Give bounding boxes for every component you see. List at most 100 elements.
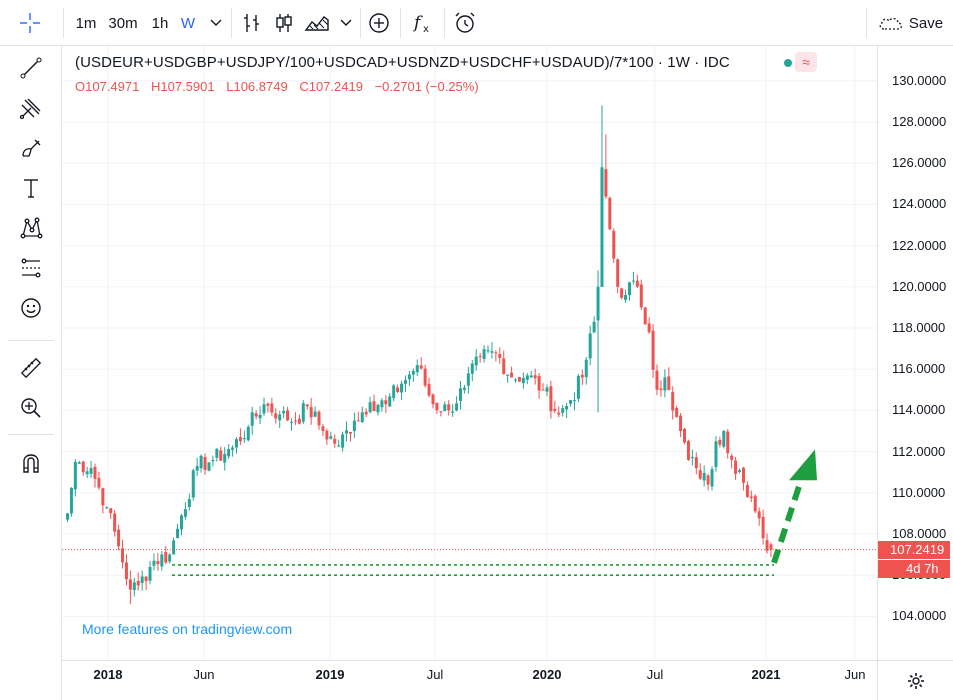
candle-body (388, 396, 392, 407)
candle-body (392, 385, 396, 399)
pitchfork-icon[interactable] (0, 89, 62, 127)
candle-body (66, 513, 69, 520)
chevron-down-icon[interactable] (334, 0, 358, 46)
candle-body (384, 400, 388, 405)
candle-body (215, 448, 219, 458)
crosshair-icon[interactable] (12, 0, 48, 46)
bar-countdown-tag: 4d 7h (878, 559, 950, 578)
candle-body (635, 280, 639, 287)
candle-body (337, 445, 341, 447)
time-tick-label: Jul (426, 667, 444, 682)
candle-body (172, 540, 176, 555)
pattern-icon[interactable] (0, 209, 62, 247)
candle-body (753, 495, 757, 512)
candle-body (443, 404, 447, 412)
candle-body (529, 375, 533, 378)
price-tick-label: 114.0000 (892, 402, 946, 418)
candle-body (117, 529, 121, 547)
candle-body (309, 407, 313, 418)
candle-body (683, 428, 687, 443)
interval-30m[interactable]: 30m (108, 14, 138, 32)
svg-text:f: f (412, 13, 423, 33)
symbol-title[interactable]: (USDEUR+USDGBP+USDJPY/100+USDCAD+USDNZD+… (75, 54, 730, 71)
ruler-icon[interactable] (0, 349, 62, 387)
rebound-arrow-shaft (771, 473, 806, 564)
candle-body (706, 475, 710, 485)
interval-1m[interactable]: 1m (75, 14, 97, 32)
add-compare-icon[interactable] (364, 0, 394, 46)
chart-canvas[interactable] (62, 46, 877, 660)
candle-body (352, 420, 356, 432)
candle-body (557, 412, 561, 415)
settings-gear-icon[interactable] (877, 660, 953, 700)
high-label: H (150, 79, 161, 94)
candle-body (533, 375, 537, 379)
change-value: −0.2701 (−0.25%) (374, 79, 479, 94)
svg-text:x: x (423, 24, 429, 35)
candle-body (698, 470, 702, 479)
price-tick-label: 128.0000 (892, 114, 947, 129)
candle-body (569, 400, 573, 404)
candle-body (694, 457, 698, 469)
candle-body (565, 405, 569, 410)
price-tick-label: 126.0000 (892, 155, 947, 171)
candle-body (176, 528, 180, 539)
tradingview-link[interactable]: More features on tradingview.com (82, 621, 293, 637)
candle-body (113, 513, 117, 532)
zoom-in-icon[interactable] (0, 389, 62, 427)
save-button[interactable]: Save (874, 0, 946, 46)
candle-body (757, 511, 761, 519)
candle-body (333, 438, 337, 444)
candle-body (686, 440, 690, 460)
candle-body (616, 259, 620, 287)
candle-body (769, 544, 773, 550)
price-tick-label: 124.0000 (892, 196, 947, 212)
open-value: 107.4971 (85, 79, 140, 94)
candle-body (455, 403, 459, 411)
candle-body (490, 351, 494, 353)
candle-body (290, 421, 294, 423)
text-tool-icon[interactable] (0, 169, 62, 207)
candle-body (345, 430, 349, 434)
time-axis[interactable]: 2018 Jun 2019 Jul 2020 Jul 2021 Jun (62, 660, 877, 700)
candle-body (415, 365, 419, 373)
candle-body (348, 431, 352, 434)
candle-body (765, 540, 769, 551)
candle-body (105, 507, 109, 509)
drawing-toolbar (0, 46, 62, 700)
candles-icon[interactable] (268, 0, 300, 46)
candle-body (195, 466, 199, 471)
area-chart-icon[interactable] (300, 0, 334, 46)
magnet-icon[interactable] (0, 444, 62, 482)
candle-body (368, 402, 372, 413)
trend-line-icon[interactable] (0, 49, 62, 87)
data-delay-icon: ≈ (795, 52, 817, 72)
brush-icon[interactable] (0, 129, 62, 167)
candle-body (372, 401, 376, 412)
candle-body (317, 411, 321, 426)
candle-body (592, 321, 596, 333)
candle-body (69, 487, 73, 514)
candle-body (223, 453, 227, 463)
smiley-icon[interactable] (0, 289, 62, 327)
candle-body (537, 375, 541, 391)
fib-retracement-icon[interactable] (0, 249, 62, 287)
chevron-down-icon[interactable] (204, 0, 228, 46)
interval-1h[interactable]: 1h (151, 14, 169, 32)
candle-body (667, 376, 671, 391)
interval-w[interactable]: W (180, 14, 196, 32)
price-axis[interactable]: 130.0000 128.0000 126.0000 124.0000 122.0000… (877, 46, 953, 660)
price-tick-label: 108.0000 (892, 526, 947, 541)
candle-body (659, 388, 663, 391)
price-tick-label: 122.0000 (892, 237, 947, 253)
candle-body (474, 356, 478, 366)
candle-body (447, 404, 451, 411)
candle-body (124, 562, 128, 580)
low-value: 106.8749 (233, 79, 288, 94)
candle-body (549, 386, 553, 412)
bars-icon[interactable] (236, 0, 268, 46)
close-value: 107.2419 (308, 79, 363, 94)
candle-body (231, 447, 235, 450)
alert-clock-icon[interactable] (448, 0, 482, 46)
